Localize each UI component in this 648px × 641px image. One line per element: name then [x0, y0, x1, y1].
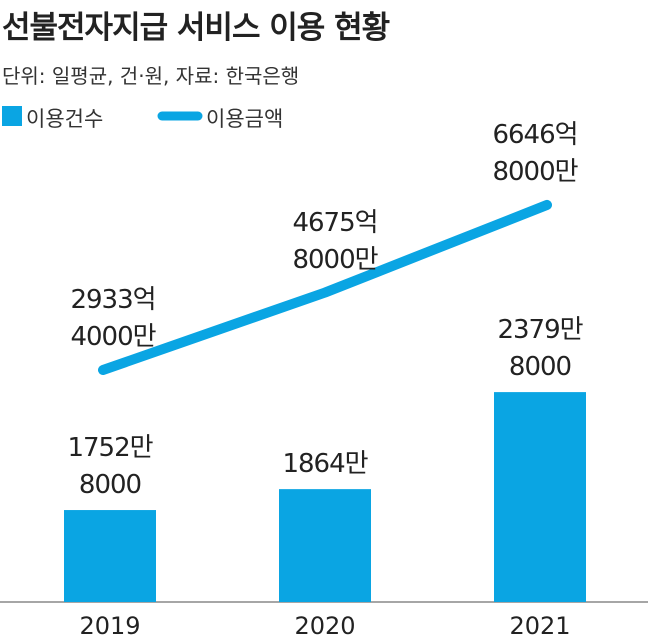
data-label: 1864만: [282, 449, 368, 480]
legend-label: 이용건수: [26, 107, 104, 131]
bar: [279, 489, 371, 602]
data-label: 6646억 8000만: [492, 119, 578, 187]
bar: [494, 392, 586, 602]
bar: [64, 510, 156, 602]
chart-title: 선불전자지급 서비스 이용 현황: [2, 10, 390, 46]
x-tick-label: 2019: [79, 612, 141, 640]
x-tick-label: 2021: [509, 612, 571, 640]
legend-label: 이용금액: [206, 107, 284, 131]
x-tick-label: 2020: [294, 612, 356, 640]
legend-swatch: [2, 106, 22, 126]
data-label: 1752만 8000: [67, 433, 153, 501]
data-label: 2379만 8000: [497, 315, 583, 383]
data-label: 4675억 8000만: [292, 207, 378, 275]
subtitle: 단위: 일평균, 건·원, 자료: 한국은행: [2, 64, 300, 88]
line: [98, 199, 552, 376]
data-label: 2933억 4000만: [70, 285, 156, 352]
